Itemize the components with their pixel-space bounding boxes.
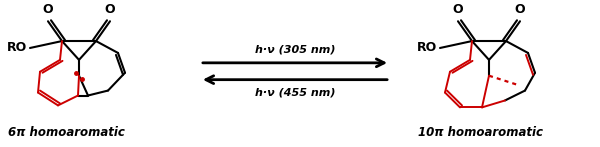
Text: RO: RO bbox=[7, 41, 27, 55]
Text: O: O bbox=[515, 3, 526, 16]
Text: O: O bbox=[43, 3, 53, 16]
Text: h·ν (305 nm): h·ν (305 nm) bbox=[255, 45, 335, 55]
Text: O: O bbox=[104, 3, 115, 16]
Text: 6π homoaromatic: 6π homoaromatic bbox=[8, 126, 125, 139]
Text: h·ν (455 nm): h·ν (455 nm) bbox=[255, 88, 335, 98]
Text: O: O bbox=[452, 3, 463, 16]
Text: RO: RO bbox=[417, 41, 437, 55]
Text: 10π homoaromatic: 10π homoaromatic bbox=[418, 126, 543, 139]
